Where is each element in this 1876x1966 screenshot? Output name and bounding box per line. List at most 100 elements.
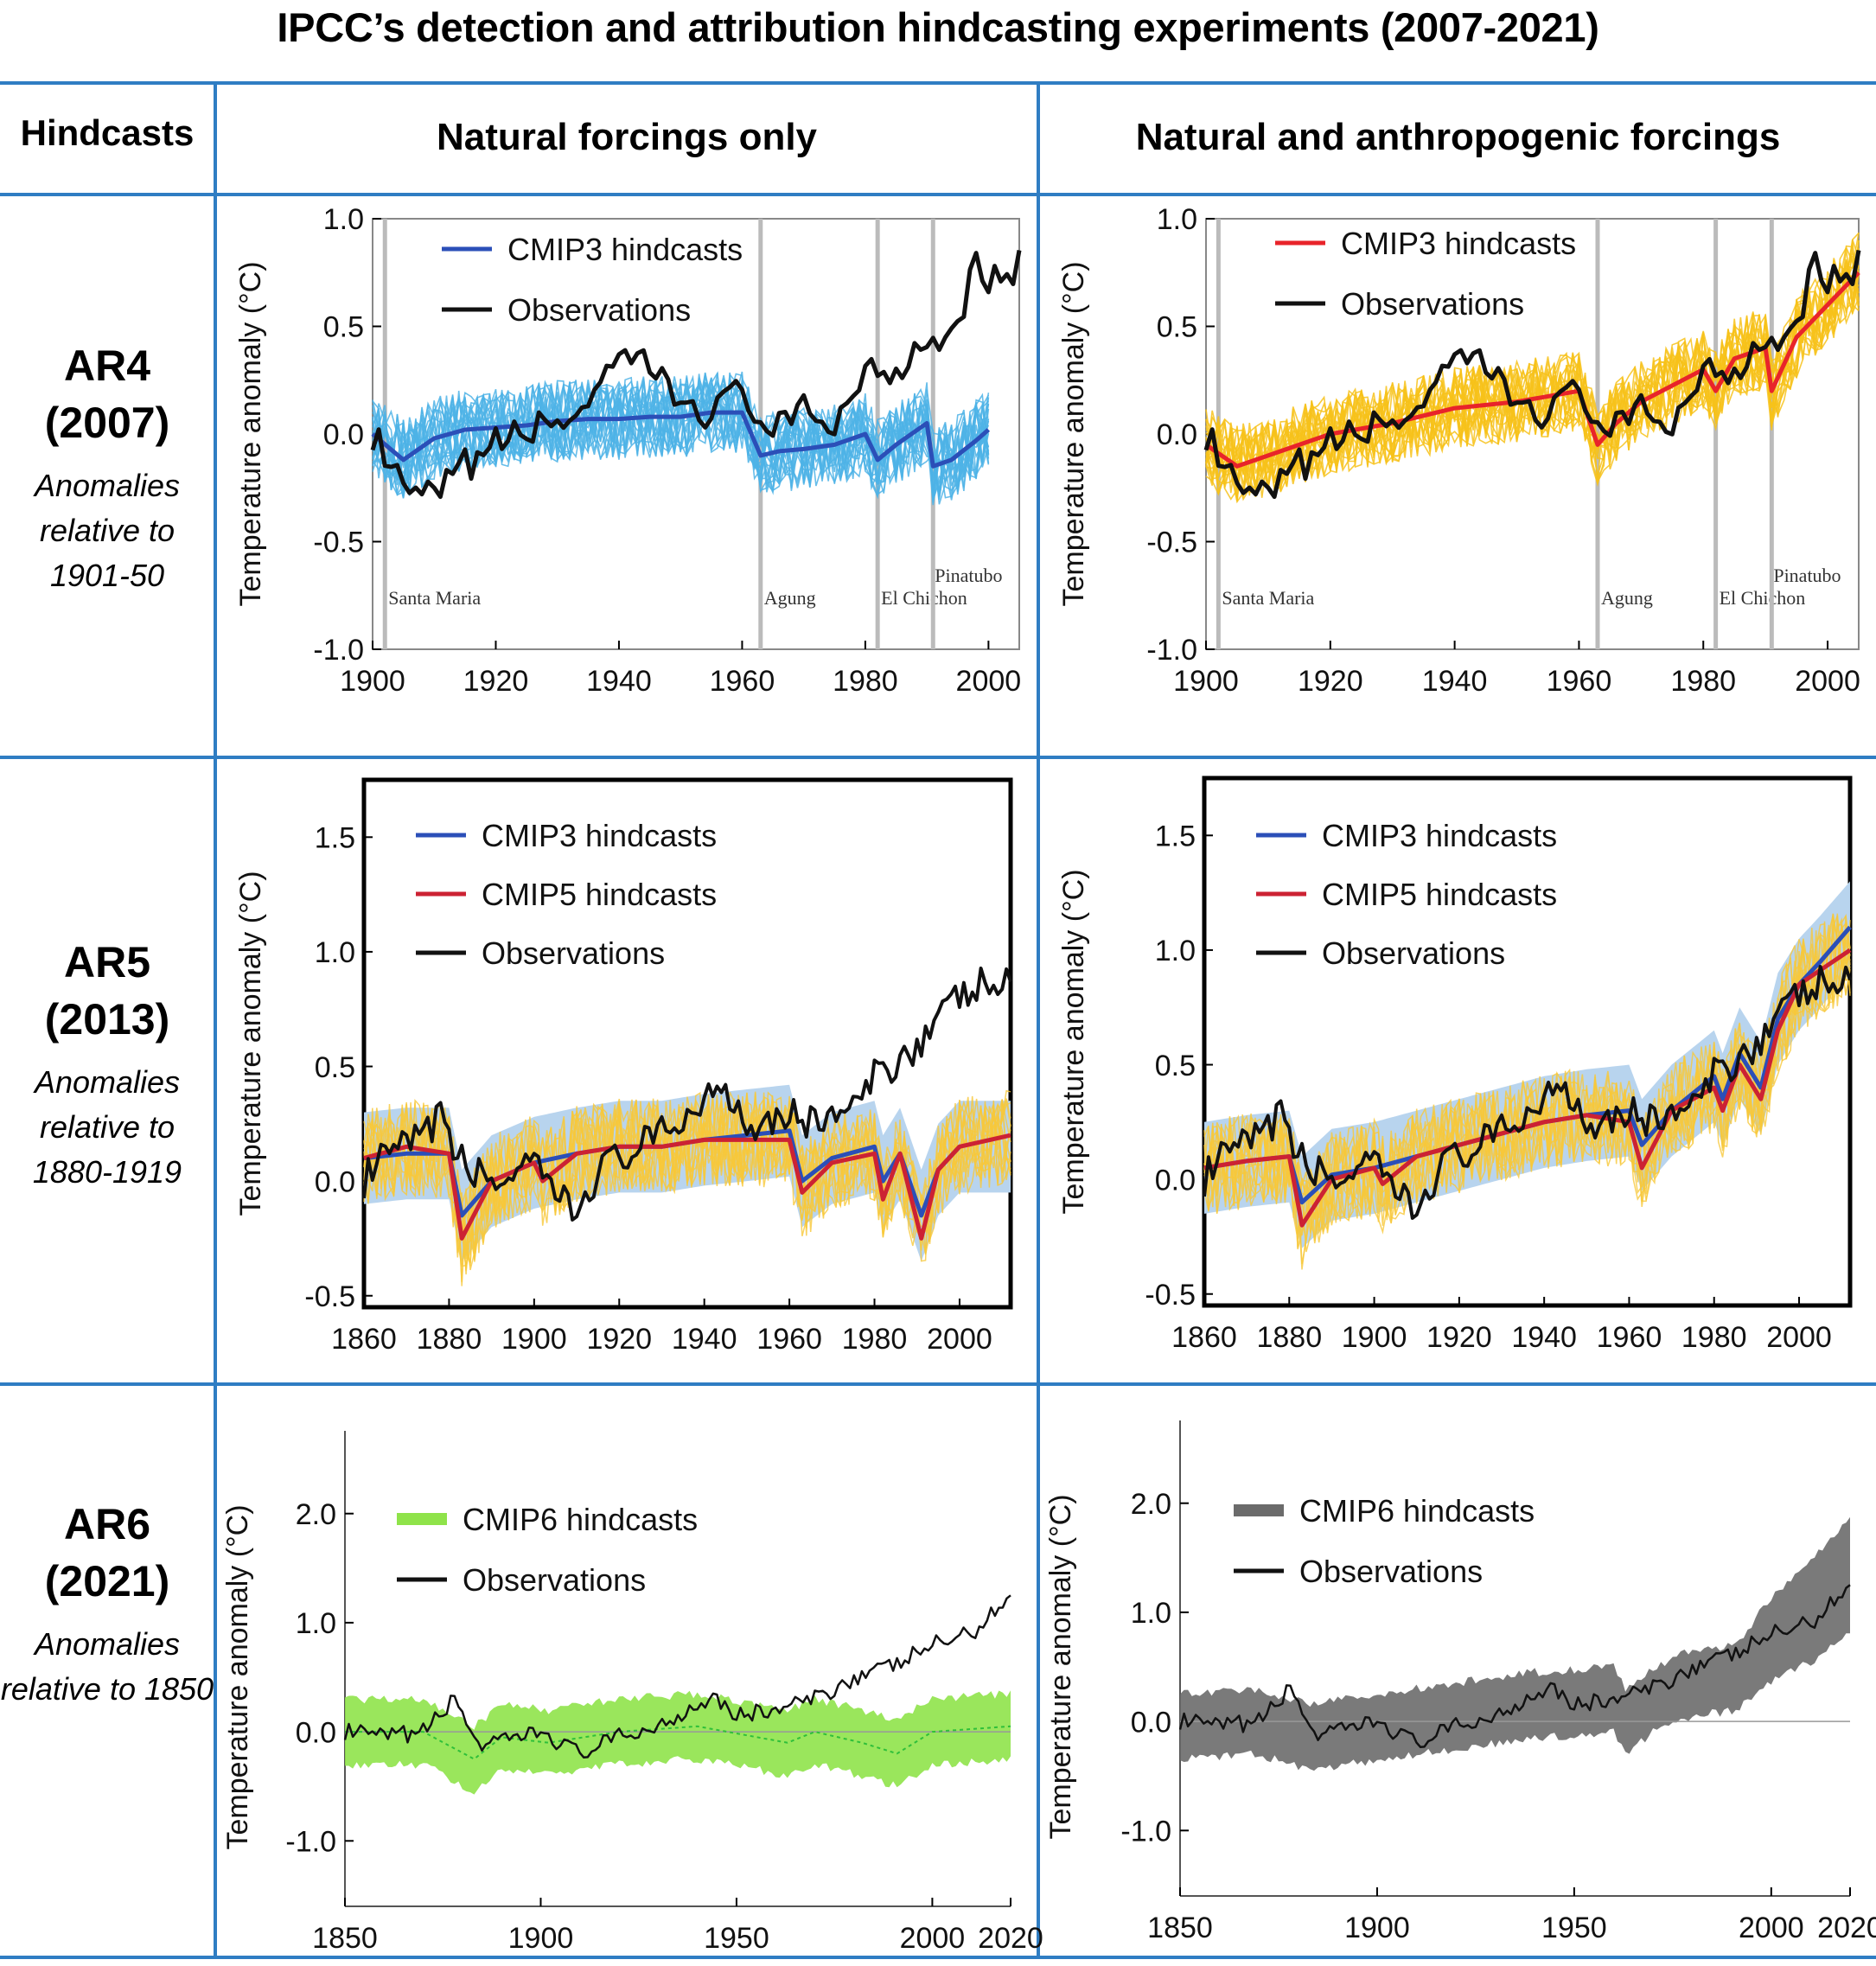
x-tick-label: 1920 <box>1298 665 1363 698</box>
grid-line-header <box>0 193 1876 196</box>
row-name: AR5 <box>63 938 151 986</box>
y-tick-label: 0.0 <box>1157 418 1197 451</box>
row-year: (2007) <box>44 399 170 447</box>
x-tick-label: 1920 <box>586 1323 652 1356</box>
x-tick-label: 1880 <box>1256 1321 1322 1354</box>
legend-label: CMIP5 hindcasts <box>1322 877 1557 912</box>
grid-line-top <box>0 81 1876 85</box>
observations-line <box>1178 1584 1851 1749</box>
y-tick-label: 1.0 <box>315 936 355 969</box>
y-axis-label: Temperature anomaly (°C) <box>1057 261 1090 606</box>
legend-label: Observations <box>507 292 691 328</box>
observations-line <box>343 1594 1011 1759</box>
cmip6-mean-line <box>345 1725 1011 1760</box>
y-tick-label: 0.0 <box>1131 1706 1171 1739</box>
x-tick-label: 2000 <box>1739 1912 1804 1944</box>
x-tick-label: 1860 <box>331 1323 397 1356</box>
x-tick-label: 1860 <box>1171 1321 1237 1354</box>
legend-label: CMIP3 hindcasts <box>1341 226 1576 261</box>
row-name: AR4 <box>63 341 151 390</box>
y-tick-label: 1.0 <box>1131 1597 1171 1630</box>
chart-ar6-both: 2.0 1.0 0.0 -1.0 1850 1900 1950 2000 2020 Tempera… <box>1044 1420 1876 1944</box>
model-mean-line <box>1203 948 1852 1228</box>
legend-label: Observations <box>482 935 665 971</box>
volcano-label: Pinatubo <box>935 565 1002 586</box>
y-tick-label: 0.0 <box>315 1165 355 1198</box>
y-tick-label: 1.5 <box>315 822 355 855</box>
ensemble-member-line <box>1205 263 1860 493</box>
observations-line <box>1203 250 1861 500</box>
grid-line-row2 <box>0 1382 1876 1386</box>
volcano-label: Agung <box>764 587 816 609</box>
chart-ar5-both: 1.5 1.0 0.5 0.0 -0.5 1860 1880 1900 1920 1940 1960… <box>1057 776 1853 1354</box>
y-tick-label: 0.5 <box>315 1051 355 1084</box>
cmip5-member-line <box>1203 913 1851 1229</box>
col-header-natural: Natural forcings only <box>436 116 818 158</box>
legend-label: Observations <box>1341 286 1524 322</box>
legend-label: CMIP3 hindcasts <box>482 818 717 853</box>
x-tick-label: 1980 <box>1681 1321 1747 1354</box>
x-tick-label: 1900 <box>501 1323 567 1356</box>
observations-line <box>1203 965 1852 1220</box>
cmip5-member-line <box>363 1095 1011 1264</box>
y-tick-label: -0.5 <box>1146 527 1197 559</box>
col-header-both: Natural and anthropogenic forcings <box>1135 116 1781 158</box>
x-tick-label: 1960 <box>710 665 775 698</box>
x-tick-label: 1960 <box>1547 665 1612 698</box>
y-tick-label: 2.0 <box>296 1498 336 1531</box>
legend-label: CMIP3 hindcasts <box>507 232 743 267</box>
row-label-ar5: AR5 (2013) Anomalies relative to 1880-19… <box>0 934 214 1195</box>
y-tick-label: 2.0 <box>1131 1488 1171 1521</box>
volcano-label: Pinatubo <box>1773 565 1841 586</box>
y-tick-label: -1.0 <box>313 634 364 667</box>
x-tick-label: 1850 <box>1147 1912 1213 1944</box>
row-label-ar6: AR6 (2021) Anomalies relative to 1850 <box>0 1496 214 1712</box>
x-tick-label: 1850 <box>312 1922 378 1955</box>
row-name: AR6 <box>63 1500 151 1548</box>
cmip6-spread-band <box>345 1690 1011 1795</box>
y-tick-label: 0.5 <box>323 311 364 344</box>
volcano-label: El Chichon <box>1720 587 1806 609</box>
x-tick-label: 1950 <box>704 1922 769 1955</box>
y-tick-label: 1.0 <box>1155 935 1196 967</box>
y-tick-label: -0.5 <box>304 1280 355 1313</box>
legend-label: Observations <box>1299 1554 1483 1589</box>
legend-label: CMIP6 hindcasts <box>463 1502 698 1537</box>
x-tick-label: 2020 <box>1817 1912 1876 1944</box>
row-note: Anomalies relative to 1901-50 <box>34 468 181 593</box>
volcano-label: Agung <box>1601 587 1653 609</box>
model-mean-line <box>363 1133 1011 1241</box>
y-tick-label: 1.0 <box>1157 203 1197 236</box>
grid-line-col2 <box>1037 81 1040 1959</box>
legend-label: Observations <box>463 1562 646 1598</box>
y-tick-label: 0.5 <box>1157 311 1197 344</box>
x-tick-label: 1900 <box>1342 1321 1407 1354</box>
row-note: Anomalies relative to 1880-1919 <box>32 1064 182 1190</box>
y-axis-label: Temperature anomaly (°C) <box>234 871 267 1216</box>
grid-line-bottom <box>0 1956 1876 1959</box>
chart-ar5-natural: 1.5 1.0 0.5 0.0 -0.5 1860 1880 1900 1920 1940 1960… <box>234 777 1013 1356</box>
x-tick-label: 2000 <box>1795 665 1860 698</box>
x-tick-label: 1940 <box>1511 1321 1577 1354</box>
x-tick-label: 1900 <box>1173 665 1239 698</box>
y-tick-label: -1.0 <box>285 1826 336 1859</box>
chart-ar6-natural: 2.0 1.0 0.0 -1.0 1850 1900 1950 2000 2020 Tempera… <box>221 1431 1043 1955</box>
y-axis-label: Temperature anomaly (°C) <box>1057 869 1090 1214</box>
y-axis-label: Temperature anomaly (°C) <box>234 261 267 606</box>
x-tick-label: 1880 <box>417 1323 482 1356</box>
x-tick-label: 1980 <box>1670 665 1736 698</box>
x-tick-label: 1940 <box>586 665 652 698</box>
volcano-label: Santa Maria <box>388 587 481 609</box>
observations-line <box>370 250 1022 500</box>
volcano-label: Santa Maria <box>1222 587 1314 609</box>
legend-label: CMIP6 hindcasts <box>1299 1493 1535 1529</box>
plot-frame <box>361 777 1013 1310</box>
volcano-label: El Chichon <box>881 587 967 609</box>
y-tick-label: 1.0 <box>323 203 364 236</box>
legend-label: CMIP5 hindcasts <box>482 877 717 912</box>
x-tick-label: 1960 <box>756 1323 822 1356</box>
plot-frame <box>1202 776 1853 1308</box>
cmip5-member-line <box>1203 916 1851 1232</box>
